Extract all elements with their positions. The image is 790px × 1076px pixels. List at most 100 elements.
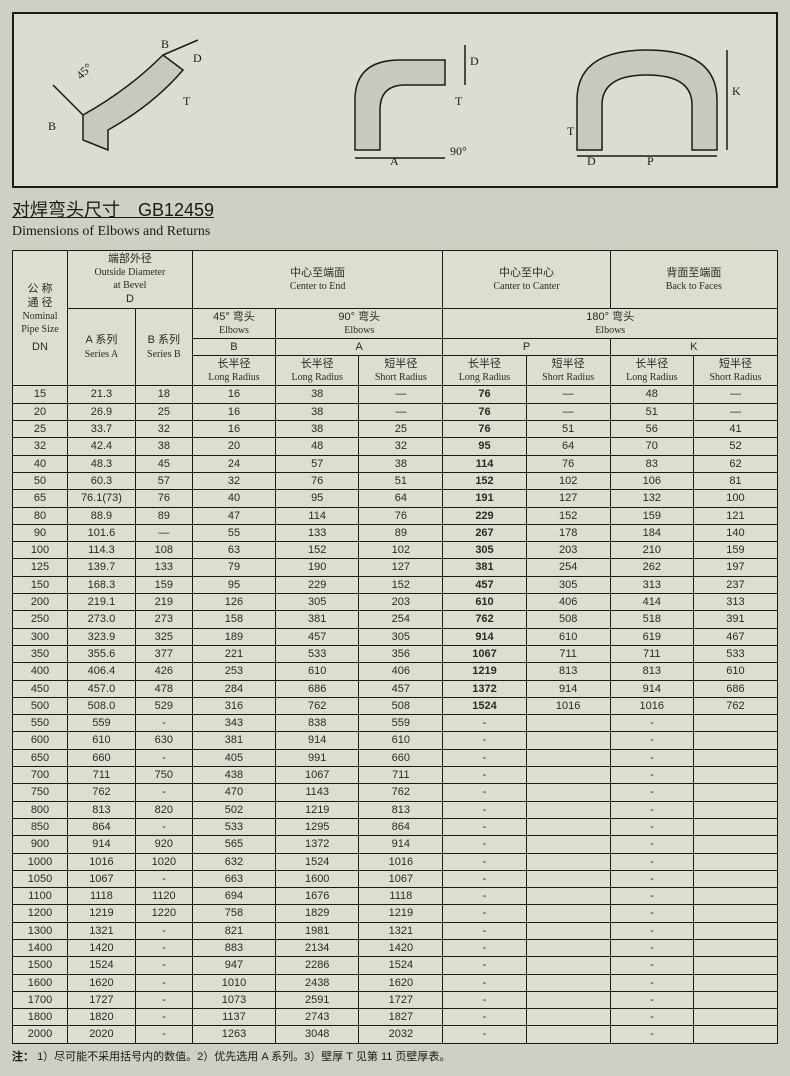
table-cell: 2286 (276, 957, 359, 974)
table-cell (526, 784, 610, 801)
h-dn-en1: Nominal (15, 310, 65, 323)
table-cell: 500 (13, 697, 68, 714)
table-cell: 1219 (443, 663, 526, 680)
table-cell: 1143 (276, 784, 359, 801)
table-cell: 711 (359, 767, 443, 784)
table-cell: 610 (68, 732, 136, 749)
table-cell: 2438 (276, 974, 359, 991)
table-cell: 32 (359, 438, 443, 455)
table-cell: 273 (135, 611, 192, 628)
table-cell: 48.3 (68, 455, 136, 472)
table-cell: 650 (13, 749, 68, 766)
table-cell: 1420 (359, 939, 443, 956)
h-p: P (443, 338, 610, 355)
table-cell: 55 (192, 524, 275, 541)
table-cell (526, 767, 610, 784)
table-cell: 400 (13, 663, 68, 680)
table-cell: 159 (693, 542, 777, 559)
table-cell: 457 (443, 576, 526, 593)
table-cell (693, 715, 777, 732)
h-sa-cn: A 系列 (70, 333, 133, 347)
table-cell: 711 (68, 767, 136, 784)
table-cell: - (610, 818, 693, 835)
h-dn-cn: 公 称 通 径 (15, 282, 65, 311)
table-cell: - (610, 749, 693, 766)
diagram-90-elbow: D T A 90° (272, 20, 518, 180)
table-cell: 26.9 (68, 403, 136, 420)
table-cell: 323.9 (68, 628, 136, 645)
table-cell: 632 (192, 853, 275, 870)
table-cell: 273.0 (68, 611, 136, 628)
table-cell: — (359, 386, 443, 403)
h-cte-en: Center to End (195, 280, 441, 293)
table-cell: 121 (693, 507, 777, 524)
table-cell: 502 (192, 801, 275, 818)
table-cell: 1820 (68, 1009, 136, 1026)
table-cell (526, 818, 610, 835)
title-cn: 对焊弯头尺寸 GB12459 (12, 196, 778, 222)
table-cell: 750 (135, 767, 192, 784)
table-row: 90101.6—5513389267178184140 (13, 524, 778, 541)
table-cell: — (693, 403, 777, 420)
table-row: 300323.9325189457305914610619467 (13, 628, 778, 645)
table-cell: 762 (443, 611, 526, 628)
table-cell: 197 (693, 559, 777, 576)
table-cell: 1600 (276, 870, 359, 887)
table-cell: - (610, 974, 693, 991)
table-cell: 914 (68, 836, 136, 853)
table-cell (693, 991, 777, 1008)
h-ctc-cn: 中心至中心 (445, 266, 607, 280)
h-180-en: Elbows (445, 324, 775, 337)
table-cell: 565 (192, 836, 275, 853)
table-cell: 325 (135, 628, 192, 645)
h-cte-cn: 中心至端面 (195, 266, 441, 280)
table-cell: - (135, 1009, 192, 1026)
table-row: 125139.713379190127381254262197 (13, 559, 778, 576)
table-cell: 533 (192, 818, 275, 835)
table-cell (693, 957, 777, 974)
table-cell: 762 (276, 697, 359, 714)
table-cell: 914 (276, 732, 359, 749)
table-cell: 518 (610, 611, 693, 628)
table-cell: 457 (276, 628, 359, 645)
table-cell: 1524 (443, 697, 526, 714)
h-a-lr-en: Long Radius (278, 371, 356, 384)
table-cell: 125 (13, 559, 68, 576)
table-cell: - (443, 784, 526, 801)
table-cell: 32 (192, 472, 275, 489)
table-cell: 438 (192, 767, 275, 784)
table-cell: 1000 (13, 853, 68, 870)
table-cell: - (135, 922, 192, 939)
table-cell: 203 (526, 542, 610, 559)
table-cell: 630 (135, 732, 192, 749)
table-cell: 800 (13, 801, 68, 818)
table-cell: - (443, 715, 526, 732)
title-en: Dimensions of Elbows and Returns (12, 224, 778, 240)
table-cell: 45 (135, 455, 192, 472)
table-cell: 1524 (276, 853, 359, 870)
table-cell: 95 (192, 576, 275, 593)
table-cell: - (443, 1009, 526, 1026)
table-cell: 63 (192, 542, 275, 559)
table-cell: 1524 (359, 957, 443, 974)
table-cell: - (443, 957, 526, 974)
table-cell: 203 (359, 594, 443, 611)
table-cell: 467 (693, 628, 777, 645)
table-cell: 24 (192, 455, 275, 472)
diagram-180-return: K T D P (524, 20, 770, 180)
table-cell: - (610, 853, 693, 870)
table-cell: 508 (526, 611, 610, 628)
table-cell: 1700 (13, 991, 68, 1008)
table-row: 650660-405991660-- (13, 749, 778, 766)
table-cell: 57 (276, 455, 359, 472)
table-cell: 1016 (526, 697, 610, 714)
table-cell: 168.3 (68, 576, 136, 593)
table-cell: 159 (610, 507, 693, 524)
table-cell: 470 (192, 784, 275, 801)
table-cell: 343 (192, 715, 275, 732)
table-cell (693, 939, 777, 956)
table-cell: 76 (443, 403, 526, 420)
table-cell (526, 991, 610, 1008)
table-cell: 610 (276, 663, 359, 680)
table-cell: — (359, 403, 443, 420)
